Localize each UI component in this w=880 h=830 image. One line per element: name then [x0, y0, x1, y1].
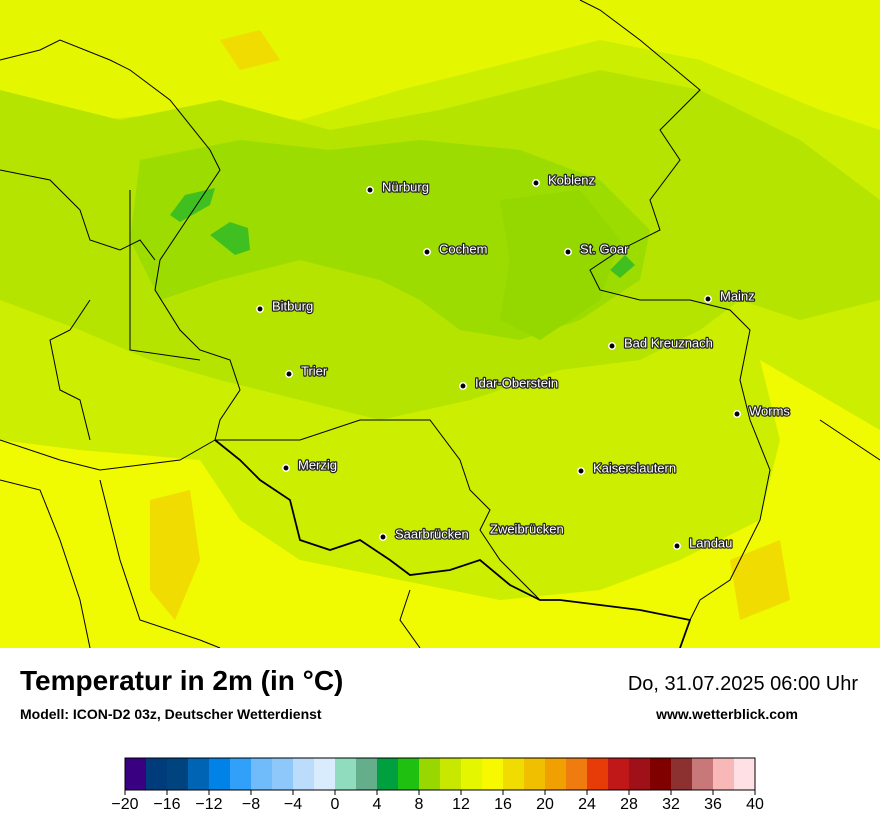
color-step: [608, 758, 630, 790]
tick-label: 32: [662, 796, 680, 813]
city-label: Kaiserslautern: [593, 460, 676, 475]
title: Temperatur in 2m (in °C): [20, 665, 343, 696]
color-step: [440, 758, 462, 790]
color-step: [734, 758, 756, 790]
city-label: St. Goar: [580, 241, 629, 256]
color-step: [377, 758, 399, 790]
color-step: [356, 758, 378, 790]
city-dot: [459, 382, 467, 390]
tick-label: 8: [415, 796, 424, 813]
city-label: Koblenz: [548, 172, 595, 187]
cool-zone: [500, 190, 620, 340]
tick-label: 36: [704, 796, 722, 813]
tick-label: 0: [331, 796, 340, 813]
city-dot: [608, 342, 616, 350]
color-step: [503, 758, 525, 790]
city-label: Trier: [301, 363, 328, 378]
color-step: [692, 758, 714, 790]
city-label: Landau: [689, 535, 732, 550]
city-dot: [704, 295, 712, 303]
color-step: [629, 758, 651, 790]
color-step: [314, 758, 336, 790]
city-label: Mainz: [720, 288, 755, 303]
warm-zone: [0, 0, 880, 130]
color-step: [188, 758, 210, 790]
color-step: [146, 758, 168, 790]
tick-label: 12: [452, 796, 470, 813]
city-dot: [423, 248, 431, 256]
city-dot: [282, 464, 290, 472]
city-dot: [256, 305, 264, 313]
city-label: Idar-Oberstein: [475, 375, 558, 390]
city-label: Cochem: [439, 241, 487, 256]
color-step: [293, 758, 315, 790]
color-step: [524, 758, 546, 790]
color-step: [461, 758, 483, 790]
color-step: [335, 758, 357, 790]
city-label: Nürburg: [382, 179, 429, 194]
color-step: [167, 758, 189, 790]
city-dot: [285, 370, 293, 378]
tick-label: −8: [242, 796, 260, 813]
tick-label: 28: [620, 796, 638, 813]
tick-label: 40: [746, 796, 764, 813]
tick-label: −20: [111, 796, 138, 813]
city-dot: [733, 410, 741, 418]
map: Nürburg Koblenz Cochem St. Goar Mainz Bitburg…: [0, 0, 880, 648]
city-dot: [366, 186, 374, 194]
city-dot: [673, 542, 681, 550]
city-label: Worms: [749, 403, 790, 418]
color-step: [671, 758, 693, 790]
color-step: [482, 758, 504, 790]
warm-zone: [0, 360, 880, 648]
color-step: [587, 758, 609, 790]
color-step: [251, 758, 273, 790]
color-step: [566, 758, 588, 790]
tick-label: 16: [494, 796, 512, 813]
color-step: [209, 758, 231, 790]
color-step: [545, 758, 567, 790]
color-step: [272, 758, 294, 790]
legend: −20 −16 −12 −8 −4 0 4 8 12 16 20 24 28 32 36 40: [111, 757, 764, 813]
city-label: Bitburg: [272, 298, 313, 313]
color-step: [398, 758, 420, 790]
color-step: [419, 758, 441, 790]
tick-label: −4: [284, 796, 302, 813]
city-dot: [577, 467, 585, 475]
color-step: [650, 758, 672, 790]
tick-label: 4: [373, 796, 382, 813]
color-step: [713, 758, 735, 790]
datetime: Do, 31.07.2025 06:00 Uhr: [628, 673, 859, 695]
website: www.wetterblick.com: [655, 706, 798, 722]
tick-label: −16: [153, 796, 180, 813]
tick-label: −12: [195, 796, 222, 813]
city-dot: [532, 179, 540, 187]
color-step: [230, 758, 252, 790]
city-label: Zweibrücken: [490, 521, 564, 536]
city-dot: [379, 533, 387, 541]
colorbar-frame: [124, 757, 756, 791]
city-label: Saarbrücken: [395, 526, 469, 541]
subtitle: Modell: ICON-D2 03z, Deutscher Wetterdie…: [20, 706, 322, 722]
color-step: [125, 758, 147, 790]
footer: Temperatur in 2m (in °C) Modell: ICON-D2…: [20, 665, 859, 813]
city-label: Merzig: [298, 457, 337, 472]
tick-label: 20: [536, 796, 554, 813]
city-label: Bad Kreuznach: [624, 335, 713, 350]
tick-label: 24: [578, 796, 596, 813]
city-dot: [564, 248, 572, 256]
